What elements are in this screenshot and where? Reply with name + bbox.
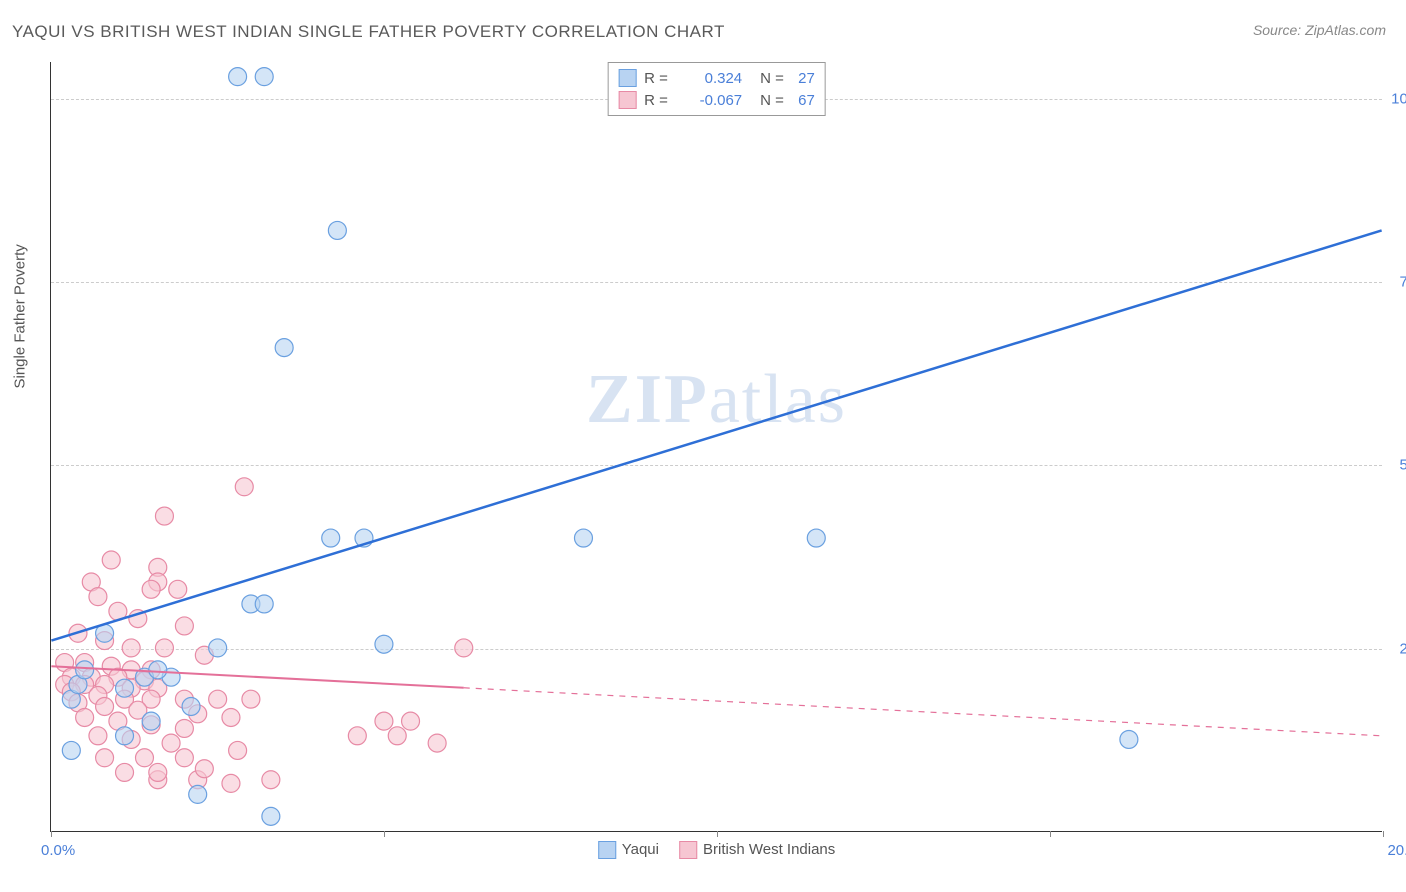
scatter-point bbox=[328, 221, 346, 239]
series-legend: Yaqui British West Indians bbox=[598, 841, 836, 859]
legend-item-yaqui: Yaqui bbox=[598, 841, 659, 859]
scatter-point bbox=[574, 529, 592, 547]
swatch-yaqui bbox=[618, 69, 636, 87]
scatter-point bbox=[175, 617, 193, 635]
n-value-bwi: 67 bbox=[798, 92, 815, 109]
r-value-bwi: -0.067 bbox=[682, 92, 742, 109]
xtick bbox=[51, 831, 52, 837]
scatter-point bbox=[807, 529, 825, 547]
scatter-point bbox=[229, 741, 247, 759]
scatter-point bbox=[135, 749, 153, 767]
scatter-point bbox=[255, 595, 273, 613]
scatter-point bbox=[209, 690, 227, 708]
correlation-legend: R = 0.324 N = 27 R = -0.067 N = 67 bbox=[607, 62, 826, 116]
scatter-point bbox=[122, 639, 140, 657]
scatter-point bbox=[189, 785, 207, 803]
chart-title: YAQUI VS BRITISH WEST INDIAN SINGLE FATH… bbox=[12, 22, 725, 42]
scatter-point bbox=[262, 807, 280, 825]
scatter-point bbox=[322, 529, 340, 547]
scatter-point bbox=[155, 507, 173, 525]
scatter-point bbox=[175, 719, 193, 737]
scatter-point bbox=[262, 771, 280, 789]
scatter-point bbox=[195, 760, 213, 778]
scatter-point bbox=[116, 727, 134, 745]
scatter-point bbox=[155, 639, 173, 657]
r-label: R = bbox=[644, 70, 674, 87]
xtick bbox=[1050, 831, 1051, 837]
scatter-point bbox=[229, 68, 247, 86]
scatter-point bbox=[142, 712, 160, 730]
ytick-label: 75.0% bbox=[1399, 274, 1406, 291]
scatter-point bbox=[348, 727, 366, 745]
scatter-point bbox=[388, 727, 406, 745]
scatter-point bbox=[62, 741, 80, 759]
ytick-label: 100.0% bbox=[1391, 90, 1406, 107]
ytick-label: 25.0% bbox=[1399, 640, 1406, 657]
trend-line bbox=[51, 230, 1381, 640]
scatter-point bbox=[102, 551, 120, 569]
swatch-bwi-icon bbox=[679, 841, 697, 859]
scatter-point bbox=[235, 478, 253, 496]
scatter-point bbox=[116, 763, 134, 781]
xtick-label: 20.0% bbox=[1387, 842, 1406, 859]
n-label: N = bbox=[760, 70, 790, 87]
scatter-point bbox=[96, 698, 114, 716]
xtick bbox=[717, 831, 718, 837]
y-axis-label: Single Father Poverty bbox=[12, 244, 29, 388]
scatter-point bbox=[222, 708, 240, 726]
n-label: N = bbox=[760, 92, 790, 109]
n-value-yaqui: 27 bbox=[798, 70, 815, 87]
scatter-point bbox=[375, 635, 393, 653]
scatter-point bbox=[76, 708, 94, 726]
scatter-point bbox=[1120, 730, 1138, 748]
scatter-point bbox=[149, 763, 167, 781]
xtick-label: 0.0% bbox=[41, 842, 75, 859]
trend-line-extrapolated bbox=[464, 688, 1382, 736]
scatter-point bbox=[255, 68, 273, 86]
scatter-point bbox=[375, 712, 393, 730]
scatter-point bbox=[76, 661, 94, 679]
r-label: R = bbox=[644, 92, 674, 109]
scatter-point bbox=[402, 712, 420, 730]
scatter-point bbox=[182, 698, 200, 716]
legend-label-bwi: British West Indians bbox=[703, 841, 835, 858]
plot-svg bbox=[51, 62, 1382, 831]
legend-item-bwi: British West Indians bbox=[679, 841, 835, 859]
scatter-point bbox=[209, 639, 227, 657]
scatter-point bbox=[116, 679, 134, 697]
scatter-point bbox=[89, 727, 107, 745]
legend-row-yaqui: R = 0.324 N = 27 bbox=[618, 67, 815, 89]
scatter-point bbox=[96, 749, 114, 767]
legend-label-yaqui: Yaqui bbox=[622, 841, 659, 858]
legend-row-bwi: R = -0.067 N = 67 bbox=[618, 89, 815, 111]
scatter-point bbox=[428, 734, 446, 752]
scatter-point bbox=[89, 588, 107, 606]
scatter-point bbox=[275, 339, 293, 357]
scatter-point bbox=[455, 639, 473, 657]
ytick-label: 50.0% bbox=[1399, 457, 1406, 474]
xtick bbox=[1383, 831, 1384, 837]
swatch-bwi bbox=[618, 91, 636, 109]
scatter-point bbox=[162, 734, 180, 752]
r-value-yaqui: 0.324 bbox=[682, 70, 742, 87]
scatter-point bbox=[169, 580, 187, 598]
scatter-point bbox=[142, 580, 160, 598]
xtick bbox=[384, 831, 385, 837]
plot-area: ZIPatlas R = 0.324 N = 27 R = -0.067 N =… bbox=[50, 62, 1382, 832]
source-attribution: Source: ZipAtlas.com bbox=[1253, 22, 1386, 38]
scatter-point bbox=[175, 749, 193, 767]
scatter-point bbox=[222, 774, 240, 792]
scatter-point bbox=[149, 661, 167, 679]
swatch-yaqui-icon bbox=[598, 841, 616, 859]
scatter-point bbox=[242, 690, 260, 708]
